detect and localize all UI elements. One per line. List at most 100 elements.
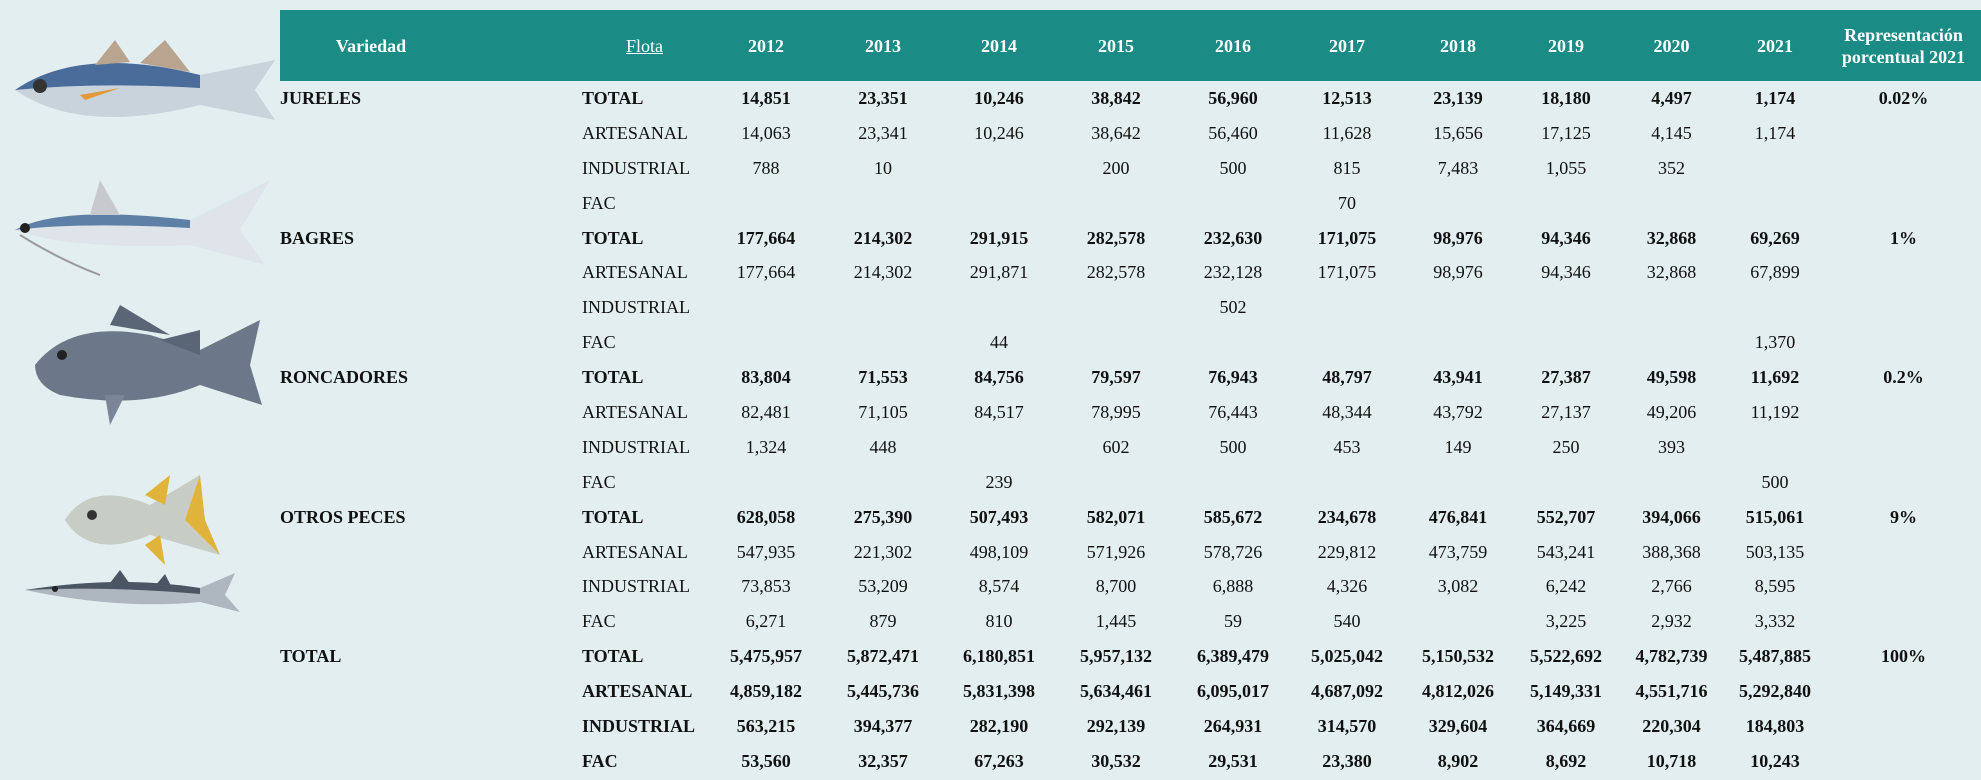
value-cell: 49,598 bbox=[1619, 360, 1724, 395]
value-cell: 10,246 bbox=[941, 81, 1057, 116]
variety-cell bbox=[280, 709, 582, 744]
value-cell: 291,915 bbox=[941, 221, 1057, 256]
value-cell bbox=[941, 151, 1057, 186]
value-cell: 30,532 bbox=[1057, 744, 1175, 779]
fleet-cell: INDUSTRIAL bbox=[582, 290, 707, 325]
header-cell: Variedad bbox=[280, 10, 582, 81]
value-cell: 79,597 bbox=[1057, 360, 1175, 395]
value-cell: 810 bbox=[941, 604, 1057, 639]
value-cell bbox=[1403, 186, 1513, 221]
value-cell: 1,174 bbox=[1724, 81, 1826, 116]
value-cell: 23,341 bbox=[825, 116, 941, 151]
value-cell: 394,066 bbox=[1619, 500, 1724, 535]
share-cell bbox=[1826, 290, 1981, 325]
value-cell: 56,960 bbox=[1175, 81, 1291, 116]
share-cell bbox=[1826, 325, 1981, 360]
value-cell: 4,782,739 bbox=[1619, 639, 1724, 674]
value-cell: 502 bbox=[1175, 290, 1291, 325]
share-cell: 9% bbox=[1826, 500, 1981, 535]
value-cell bbox=[1724, 290, 1826, 325]
value-cell: 11,628 bbox=[1291, 116, 1403, 151]
variety-cell bbox=[280, 116, 582, 151]
value-cell: 67,899 bbox=[1724, 255, 1826, 290]
value-cell: 8,574 bbox=[941, 569, 1057, 604]
header-cell: 2012 bbox=[707, 10, 825, 81]
fish-pampano bbox=[65, 475, 220, 565]
value-cell: 18,180 bbox=[1513, 81, 1619, 116]
value-cell: 500 bbox=[1724, 465, 1826, 500]
value-cell: 879 bbox=[825, 604, 941, 639]
value-cell: 388,368 bbox=[1619, 535, 1724, 570]
value-cell bbox=[941, 430, 1057, 465]
value-cell: 76,443 bbox=[1175, 395, 1291, 430]
value-cell: 500 bbox=[1175, 151, 1291, 186]
header-cell: 2016 bbox=[1175, 10, 1291, 81]
value-cell: 214,302 bbox=[825, 221, 941, 256]
variety-cell bbox=[280, 290, 582, 325]
value-cell: 71,553 bbox=[825, 360, 941, 395]
value-cell: 3,225 bbox=[1513, 604, 1619, 639]
value-cell: 498,109 bbox=[941, 535, 1057, 570]
value-cell: 515,061 bbox=[1724, 500, 1826, 535]
value-cell bbox=[825, 290, 941, 325]
value-cell: 71,105 bbox=[825, 395, 941, 430]
value-cell: 220,304 bbox=[1619, 709, 1724, 744]
value-cell: 1,055 bbox=[1513, 151, 1619, 186]
value-cell: 11,692 bbox=[1724, 360, 1826, 395]
value-cell: 234,678 bbox=[1291, 500, 1403, 535]
value-cell: 69,269 bbox=[1724, 221, 1826, 256]
value-cell: 5,475,957 bbox=[707, 639, 825, 674]
value-cell: 27,387 bbox=[1513, 360, 1619, 395]
value-cell: 78,995 bbox=[1057, 395, 1175, 430]
variety-cell bbox=[280, 255, 582, 290]
value-cell: 32,357 bbox=[825, 744, 941, 779]
fleet-cell: ARTESANAL bbox=[582, 395, 707, 430]
variety-cell: JURELES bbox=[280, 81, 582, 116]
value-cell: 352 bbox=[1619, 151, 1724, 186]
value-cell: 4,551,716 bbox=[1619, 674, 1724, 709]
value-cell: 70 bbox=[1291, 186, 1403, 221]
value-cell: 453 bbox=[1291, 430, 1403, 465]
value-cell: 329,604 bbox=[1403, 709, 1513, 744]
value-cell: 53,209 bbox=[825, 569, 941, 604]
fleet-cell: TOTAL bbox=[582, 639, 707, 674]
variety-cell bbox=[280, 430, 582, 465]
share-cell bbox=[1826, 674, 1981, 709]
value-cell bbox=[1291, 465, 1403, 500]
value-cell: 275,390 bbox=[825, 500, 941, 535]
fleet-cell: TOTAL bbox=[582, 221, 707, 256]
value-cell: 5,149,331 bbox=[1513, 674, 1619, 709]
value-cell: 282,578 bbox=[1057, 255, 1175, 290]
fish-illustrations bbox=[0, 0, 280, 780]
fleet-cell: FAC bbox=[582, 744, 707, 779]
share-cell bbox=[1826, 395, 1981, 430]
fleet-cell: TOTAL bbox=[582, 360, 707, 395]
value-cell: 5,487,885 bbox=[1724, 639, 1826, 674]
value-cell: 229,812 bbox=[1291, 535, 1403, 570]
share-cell bbox=[1826, 604, 1981, 639]
share-cell bbox=[1826, 186, 1981, 221]
header-cell: 2013 bbox=[825, 10, 941, 81]
value-cell: 1,174 bbox=[1724, 116, 1826, 151]
header-cell: Flota bbox=[582, 10, 707, 81]
value-cell: 540 bbox=[1291, 604, 1403, 639]
share-cell bbox=[1826, 151, 1981, 186]
value-cell: 6,389,479 bbox=[1175, 639, 1291, 674]
value-cell bbox=[825, 186, 941, 221]
value-cell bbox=[1513, 465, 1619, 500]
value-cell: 200 bbox=[1057, 151, 1175, 186]
variety-cell bbox=[280, 186, 582, 221]
value-cell bbox=[1175, 186, 1291, 221]
value-cell: 4,687,092 bbox=[1291, 674, 1403, 709]
variety-cell bbox=[280, 325, 582, 360]
share-cell: 100% bbox=[1826, 639, 1981, 674]
value-cell: 364,669 bbox=[1513, 709, 1619, 744]
value-cell: 43,941 bbox=[1403, 360, 1513, 395]
